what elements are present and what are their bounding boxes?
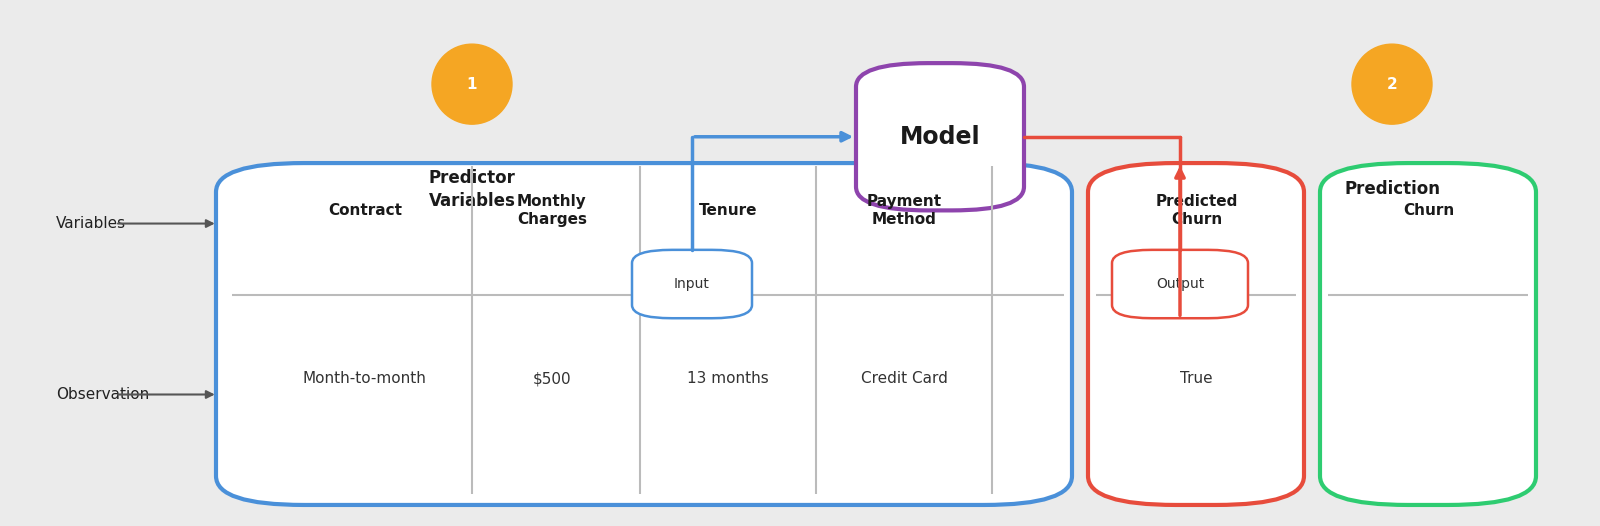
Text: Variables: Variables — [56, 216, 126, 231]
Text: Output: Output — [1155, 277, 1205, 291]
FancyBboxPatch shape — [216, 163, 1072, 505]
Text: Input: Input — [674, 277, 710, 291]
Text: 2: 2 — [1387, 77, 1397, 92]
Text: Model: Model — [899, 125, 981, 149]
Text: Payment
Method: Payment Method — [867, 194, 941, 227]
Text: Observation: Observation — [56, 387, 149, 402]
Text: True: True — [1181, 371, 1213, 386]
Text: Predictor
Variables: Predictor Variables — [429, 168, 515, 210]
Text: Tenure: Tenure — [699, 203, 757, 218]
Text: Monthly
Charges: Monthly Charges — [517, 194, 587, 227]
Text: Credit Card: Credit Card — [861, 371, 947, 386]
Text: Prediction: Prediction — [1344, 180, 1440, 198]
Text: 1: 1 — [467, 77, 477, 92]
Text: Month-to-month: Month-to-month — [302, 371, 427, 386]
Text: 13 months: 13 months — [686, 371, 770, 386]
Text: Contract: Contract — [328, 203, 402, 218]
Text: Predicted
Churn: Predicted Churn — [1155, 194, 1238, 227]
FancyBboxPatch shape — [1088, 163, 1304, 505]
FancyBboxPatch shape — [856, 63, 1024, 210]
FancyBboxPatch shape — [632, 250, 752, 318]
FancyBboxPatch shape — [1112, 250, 1248, 318]
Text: Churn: Churn — [1403, 203, 1454, 218]
Text: $500: $500 — [533, 371, 571, 386]
FancyBboxPatch shape — [1320, 163, 1536, 505]
Ellipse shape — [1352, 44, 1432, 124]
Ellipse shape — [432, 44, 512, 124]
